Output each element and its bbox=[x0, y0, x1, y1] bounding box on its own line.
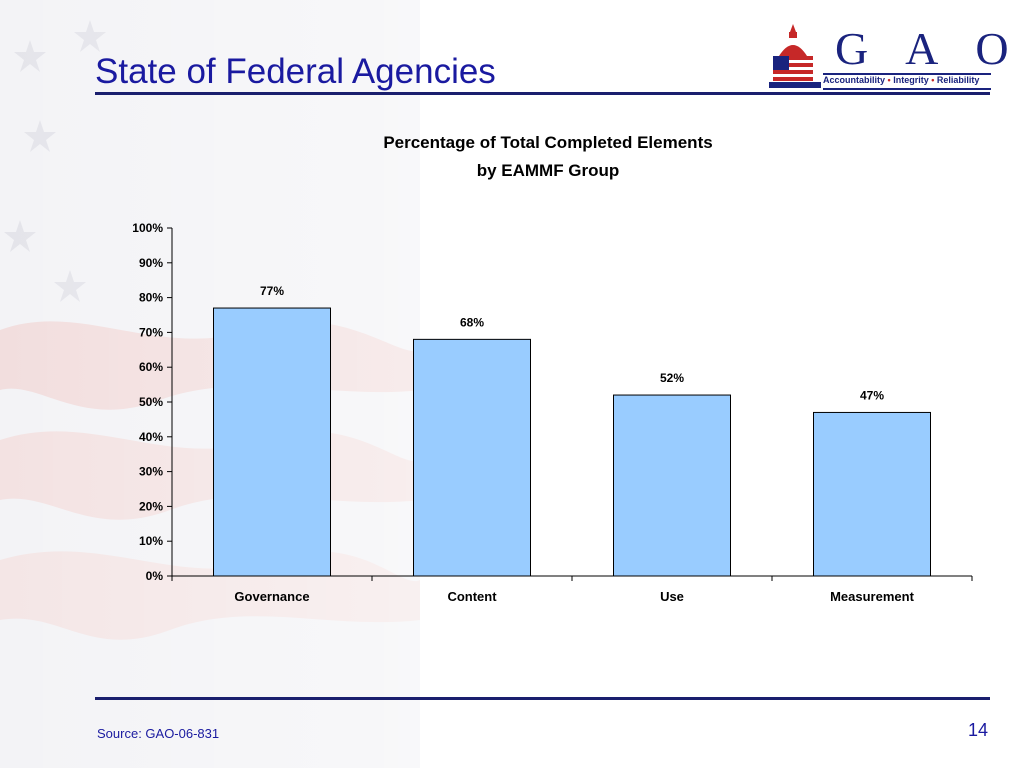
y-tick-label: 20% bbox=[139, 499, 163, 513]
x-category-label: Use bbox=[660, 589, 684, 604]
bar-use bbox=[613, 394, 731, 577]
chart-title-line-2: by EAMMF Group bbox=[477, 161, 620, 180]
data-label: 68% bbox=[460, 315, 484, 329]
y-tick-label: 100% bbox=[132, 221, 163, 235]
footer-rule bbox=[95, 697, 990, 700]
data-label: 47% bbox=[860, 388, 884, 402]
chart-title-line-1: Percentage of Total Completed Elements bbox=[383, 133, 712, 152]
x-category-label: Governance bbox=[234, 589, 309, 604]
y-tick-label: 70% bbox=[139, 325, 163, 339]
y-tick-label: 50% bbox=[139, 395, 163, 409]
bar-governance bbox=[213, 307, 331, 577]
y-tick-label: 40% bbox=[139, 430, 163, 444]
capitol-dome-icon bbox=[769, 24, 821, 88]
bar-content bbox=[413, 338, 531, 577]
tagline-integrity: Integrity bbox=[893, 75, 929, 85]
gao-logo bbox=[769, 24, 991, 90]
title-rule bbox=[95, 92, 990, 95]
x-category-label: Measurement bbox=[830, 589, 914, 604]
x-axis bbox=[171, 575, 973, 581]
bars: 77% Governance 68% Content 52% Use 47% Measurem… bbox=[213, 284, 931, 604]
y-tick-label: 90% bbox=[139, 256, 163, 270]
tagline-accountability: Accountability bbox=[823, 75, 886, 85]
bar-measurement bbox=[813, 411, 931, 577]
y-tick-label: 80% bbox=[139, 291, 163, 305]
y-tick-label: 10% bbox=[139, 534, 163, 548]
tagline-reliability: Reliability bbox=[936, 75, 980, 85]
gao-logo-tagline: Accountability • Integrity • Reliability bbox=[823, 75, 979, 85]
y-tick-label: 60% bbox=[139, 360, 163, 374]
source-note: Source: GAO-06-831 bbox=[97, 726, 220, 741]
y-axis: 0% 10% 20% 30% 40% 50% 60% 70% 80% 90% 100% bbox=[132, 221, 173, 583]
data-label: 52% bbox=[660, 371, 684, 385]
gao-logo-letters: G A O bbox=[835, 23, 1023, 74]
page-number: 14 bbox=[968, 720, 989, 740]
x-category-label: Content bbox=[447, 589, 497, 604]
y-tick-label: 0% bbox=[146, 569, 164, 583]
data-label: 77% bbox=[260, 284, 284, 298]
tagline-separator: • bbox=[887, 75, 891, 85]
tagline-separator: • bbox=[931, 75, 935, 85]
slide-title: State of Federal Agencies bbox=[95, 52, 496, 91]
y-tick-label: 30% bbox=[139, 465, 163, 479]
